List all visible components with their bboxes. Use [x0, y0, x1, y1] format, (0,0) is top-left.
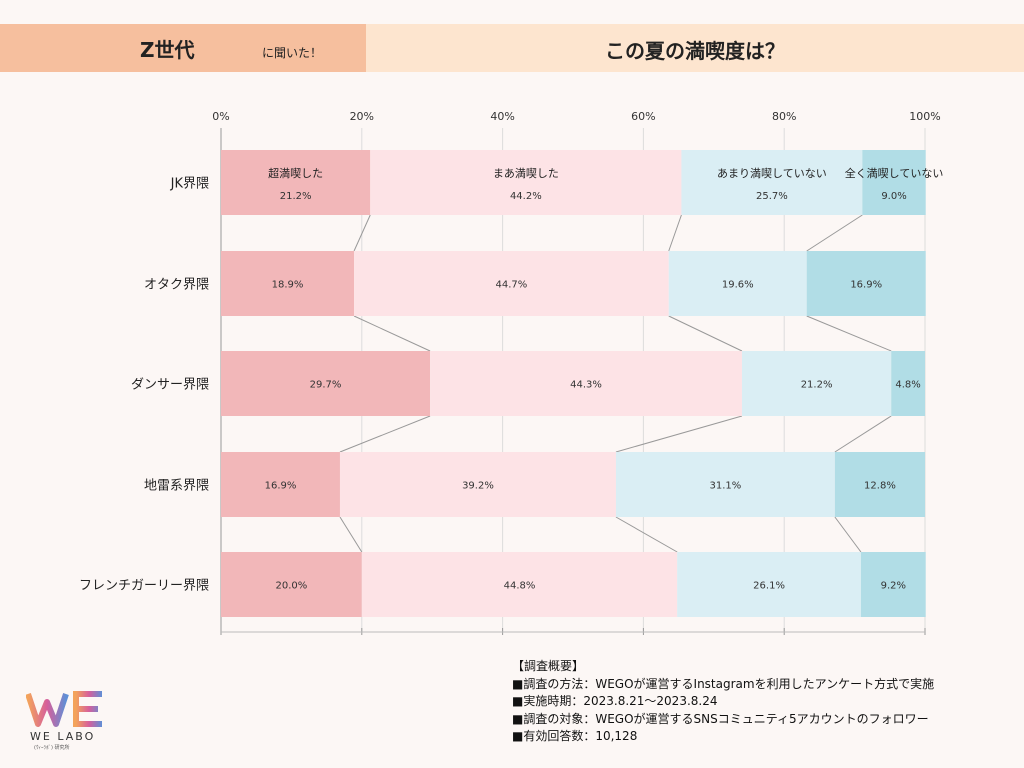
data-label: 26.1% — [753, 581, 785, 592]
notes-line-target: ■調査の対象：WEGOが運営するSNSコミュニティ5アカウントのフォロワー — [512, 711, 929, 726]
data-label: 44.8% — [504, 581, 536, 592]
connector-line — [806, 315, 892, 352]
data-label: 21.2% — [801, 380, 833, 391]
bar-segment — [221, 251, 355, 316]
x-tick-label: 40% — [490, 110, 514, 123]
bar-segment — [741, 351, 892, 416]
bar-segment — [221, 150, 371, 215]
data-label: 4.8% — [895, 380, 920, 391]
bar-segment — [891, 351, 925, 416]
notes-heading: 【調査概要】 — [512, 659, 585, 673]
connector-line — [615, 415, 743, 453]
data-label: 21.2% — [280, 191, 312, 202]
notes-line-period: ■実施時期：2023.8.21～2023.8.24 — [512, 694, 718, 708]
category-label: JK界隈 — [170, 177, 209, 192]
connector-line — [806, 214, 863, 252]
bar-segment — [677, 552, 861, 617]
series-name-label: 全く満喫していない — [845, 166, 944, 180]
data-label: 16.9% — [850, 280, 882, 291]
category-label: ダンサー界隈 — [131, 378, 209, 393]
logo-text: WE LABO — [30, 730, 96, 743]
x-tick-label: 100% — [909, 110, 940, 123]
series-name-label: 超満喫した — [268, 166, 323, 180]
survey-notes: 【調査概要】 ■調査の方法：WEGOが運営するInstagramを利用したアンケ… — [512, 658, 934, 746]
data-label: 25.7% — [756, 191, 788, 202]
connector-line — [615, 516, 678, 553]
data-label: 18.9% — [272, 280, 304, 291]
bar-segment — [806, 251, 926, 316]
connector-line — [353, 214, 371, 252]
connector-line — [339, 516, 363, 553]
connector-line — [834, 516, 862, 553]
bar-segment — [860, 552, 926, 617]
connector-line — [668, 315, 743, 352]
bar-segment — [361, 552, 678, 617]
connector-line — [353, 315, 431, 352]
bar-segment — [430, 351, 742, 416]
data-label: 44.3% — [570, 380, 602, 391]
connector-line — [668, 214, 682, 252]
page-title: この夏の満喫度は？ — [605, 39, 785, 63]
category-label: 地雷系界隈 — [144, 479, 209, 494]
series-name-label: あまり満喫していない — [717, 167, 827, 180]
bar-segment — [221, 351, 431, 416]
x-tick-label: 20% — [350, 110, 374, 123]
category-label: フレンチガーリー界隈 — [79, 579, 209, 594]
logo-subtext: (ｳｨｰﾗﾎﾞ) 研究所 — [34, 745, 70, 751]
data-label: 12.8% — [864, 481, 896, 492]
header-asked-label: に聞いた！ — [262, 46, 323, 60]
we-labo-logo: WE LABO (ｳｨｰﾗﾎﾞ) 研究所 — [25, 690, 116, 751]
header-z-generation: Z世代 — [140, 38, 195, 62]
series-name-label: まあ満喫した — [493, 167, 559, 180]
we-logo-icon — [25, 691, 102, 727]
notes-line-method: ■調査の方法：WEGOが運営するInstagramを利用したアンケート方式で実施 — [512, 676, 935, 691]
bar-segment — [668, 251, 807, 316]
connector-line — [339, 415, 431, 453]
notes-line-responses: ■有効回答数：10,128 — [512, 729, 638, 743]
bar-segment — [615, 452, 835, 517]
bar-segment — [339, 452, 616, 517]
bar-segment — [370, 150, 682, 215]
bar-segment — [862, 150, 926, 215]
data-label: 20.0% — [276, 581, 308, 592]
data-label: 9.2% — [881, 581, 906, 592]
header-right-panel: この夏の満喫度は？ — [366, 24, 1024, 72]
bar-segment — [221, 552, 362, 617]
x-tick-label: 0% — [212, 110, 229, 123]
bar-segment — [681, 150, 863, 215]
data-label: 44.7% — [496, 280, 528, 291]
x-tick-label: 60% — [631, 110, 655, 123]
data-label: 19.6% — [722, 280, 754, 291]
data-label: 9.0% — [881, 191, 906, 202]
category-label: オタク界隈 — [144, 278, 209, 293]
data-label: 31.1% — [710, 481, 742, 492]
stacked-bar-chart: 0% 20% 40% 60% 80% 100% JK界隈 超満喫した 21.2% まあ満喫した 44… — [79, 110, 944, 635]
data-label: 29.7% — [310, 380, 342, 391]
connector-line — [834, 415, 892, 453]
bar-segment — [354, 251, 669, 316]
header-left-panel: Z世代 に聞いた！ — [0, 24, 366, 72]
data-label: 44.2% — [510, 191, 542, 202]
data-label: 16.9% — [265, 481, 297, 492]
x-tick-label: 80% — [772, 110, 796, 123]
bar-segment — [221, 452, 340, 517]
bar-segment — [834, 452, 925, 517]
data-label: 39.2% — [462, 481, 494, 492]
